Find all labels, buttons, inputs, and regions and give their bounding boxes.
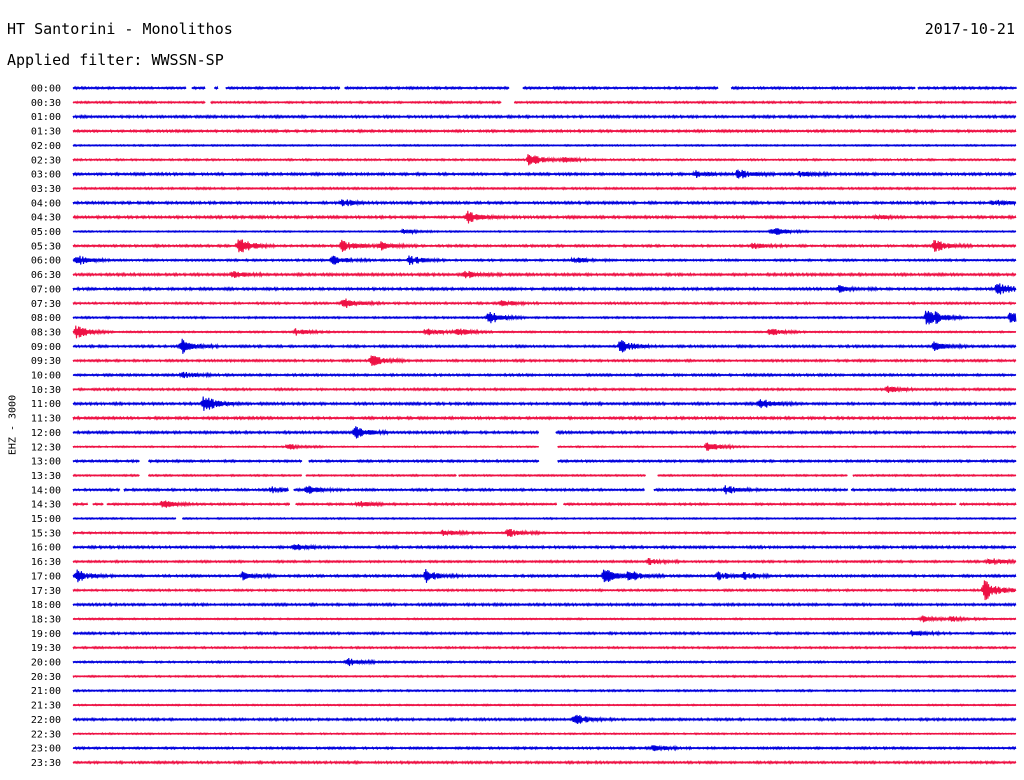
- tick-label: 22:30: [31, 729, 61, 740]
- tick-label: 00:00: [31, 84, 61, 95]
- tick-label: 10:00: [31, 371, 61, 382]
- tick-label: 15:00: [31, 514, 61, 525]
- filter-label: Applied filter: WWSSN-SP: [7, 51, 224, 69]
- tick-label: 03:30: [31, 184, 61, 195]
- tick-label: 10:30: [31, 385, 61, 396]
- tick-label: 12:30: [31, 442, 61, 453]
- station-title: HT Santorini - Monolithos: [7, 20, 233, 38]
- tick-label: 15:30: [31, 528, 61, 539]
- tick-label: 16:30: [31, 557, 61, 568]
- tick-label: 19:30: [31, 643, 61, 654]
- tick-label: 18:30: [31, 614, 61, 625]
- tick-label: 03:00: [31, 170, 61, 181]
- tick-label: 23:00: [31, 744, 61, 755]
- tick-label: 20:30: [31, 672, 61, 683]
- tick-label: 17:00: [31, 571, 61, 582]
- tick-label: 01:30: [31, 127, 61, 138]
- tick-label: 14:30: [31, 500, 61, 511]
- seismic-traces: [72, 85, 1018, 765]
- tick-label: 21:30: [31, 701, 61, 712]
- tick-label: 05:30: [31, 241, 61, 252]
- tick-label: 16:00: [31, 543, 61, 554]
- tick-label: 17:30: [31, 586, 61, 597]
- tick-label: 01:00: [31, 112, 61, 123]
- tick-label: 21:00: [31, 686, 61, 697]
- tick-label: 13:00: [31, 457, 61, 468]
- date-label: 2017-10-21: [924, 20, 1015, 38]
- tick-label: 05:00: [31, 227, 61, 238]
- tick-label: 07:00: [31, 284, 61, 295]
- tick-label: 12:00: [31, 428, 61, 439]
- tick-label: 18:00: [31, 600, 61, 611]
- tick-label: 06:30: [31, 270, 61, 281]
- tick-label: 07:30: [31, 299, 61, 310]
- tick-label: 06:00: [31, 256, 61, 267]
- tick-label: 20:00: [31, 658, 61, 669]
- tick-label: 23:30: [31, 758, 61, 769]
- tick-label: 04:30: [31, 213, 61, 224]
- tick-label: 09:30: [31, 356, 61, 367]
- tick-label: 08:00: [31, 313, 61, 324]
- tick-labels: 00:00 00:30 01:00 01:30 02:00 02:30 03:00 03:30…: [31, 84, 61, 769]
- tick-label: 02:00: [31, 141, 61, 152]
- tick-label: 04:00: [31, 198, 61, 209]
- tick-label: 22:00: [31, 715, 61, 726]
- tick-label: 11:30: [31, 414, 61, 425]
- tick-label: 09:00: [31, 342, 61, 353]
- tick-label: 14:00: [31, 485, 61, 496]
- tick-label: 02:30: [31, 155, 61, 166]
- tick-label: 11:00: [31, 399, 61, 410]
- tick-label: 00:30: [31, 98, 61, 109]
- tick-label: 08:30: [31, 327, 61, 338]
- tick-label: 13:30: [31, 471, 61, 482]
- tick-label: 19:00: [31, 629, 61, 640]
